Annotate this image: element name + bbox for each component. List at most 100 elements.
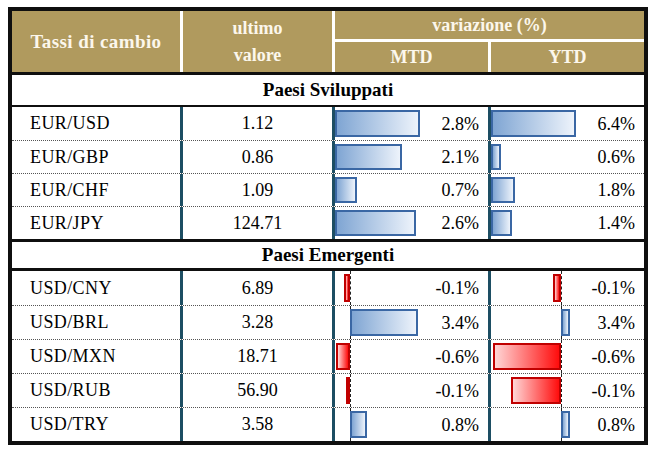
- header-last-value-line2: valore: [234, 42, 282, 69]
- mtd-value: -0.6%: [436, 346, 480, 367]
- ytd-value: 0.8%: [598, 414, 636, 435]
- mtd-data-bar: [350, 309, 418, 336]
- ytd-cell: 0.8%: [491, 408, 644, 441]
- last-value: 1.09: [183, 174, 335, 206]
- bar-axis-line: [350, 340, 351, 373]
- table-row: EUR/USD 1.12 2.8% 6.4%: [12, 107, 644, 140]
- mtd-cell: 0.8%: [335, 408, 491, 441]
- table-row: EUR/GBP 0.86 2.1% 0.6%: [12, 140, 644, 173]
- ytd-value: -0.6%: [592, 346, 636, 367]
- mtd-cell: -0.6%: [335, 340, 491, 373]
- ytd-data-bar: [491, 144, 501, 170]
- ytd-data-bar: [561, 309, 570, 336]
- mtd-value: 0.7%: [442, 180, 480, 201]
- ytd-value: 3.4%: [598, 312, 636, 333]
- last-value: 1.12: [183, 107, 335, 140]
- ytd-value: 1.4%: [598, 213, 636, 234]
- mtd-cell: -0.1%: [335, 271, 491, 305]
- currency-pair: USD/CNY: [12, 271, 183, 305]
- table-header: Tassi di cambio ultimo valore variazione…: [12, 11, 644, 75]
- last-value: 3.58: [183, 408, 335, 441]
- currency-pair: USD/MXN: [12, 340, 183, 373]
- currency-pair: USD/BRL: [12, 306, 183, 339]
- last-value: 18.71: [183, 340, 335, 373]
- ytd-data-bar: [491, 177, 515, 203]
- header-last-value-line1: ultimo: [232, 15, 282, 42]
- bar-axis-line: [561, 340, 562, 373]
- mtd-cell: 0.7%: [335, 174, 491, 206]
- ytd-cell: -0.6%: [491, 340, 644, 373]
- ytd-value: -0.1%: [592, 278, 636, 299]
- ytd-cell: 1.8%: [491, 174, 644, 206]
- ytd-cell: 0.6%: [491, 141, 644, 173]
- header-variation-group: variazione (%) MTD YTD: [335, 11, 644, 72]
- ytd-value: 0.6%: [598, 147, 636, 168]
- bar-axis-line: [561, 374, 562, 407]
- mtd-data-bar: [335, 110, 420, 137]
- ytd-data-bar: [511, 377, 561, 404]
- mtd-cell: -0.1%: [335, 374, 491, 407]
- mtd-cell: 2.1%: [335, 141, 491, 173]
- last-value: 56.90: [183, 374, 335, 407]
- table-row: USD/RUB 56.90 -0.1% -0.1%: [12, 373, 644, 407]
- last-value: 124.71: [183, 207, 335, 239]
- bar-axis-line: [350, 271, 351, 305]
- table-row: USD/MXN 18.71 -0.6% -0.6%: [12, 339, 644, 373]
- mtd-value: 3.4%: [442, 312, 480, 333]
- ytd-data-bar: [561, 411, 570, 438]
- header-variation-sub: MTD YTD: [335, 42, 644, 72]
- last-value: 3.28: [183, 306, 335, 339]
- ytd-cell: -0.1%: [491, 374, 644, 407]
- table-row: USD/CNY 6.89 -0.1% -0.1%: [12, 271, 644, 305]
- section-header-developed: Paesi Sviluppati: [12, 75, 644, 107]
- currency-pair: EUR/CHF: [12, 174, 183, 206]
- currency-pair: EUR/USD: [12, 107, 183, 140]
- header-variation: variazione (%): [335, 11, 644, 42]
- mtd-data-bar: [344, 274, 350, 302]
- mtd-value: 2.6%: [442, 213, 480, 234]
- ytd-cell: 1.4%: [491, 207, 644, 239]
- mtd-data-bar: [350, 411, 367, 438]
- exchange-rates-table: Tassi di cambio ultimo valore variazione…: [8, 7, 648, 445]
- header-last-value: ultimo valore: [183, 11, 335, 72]
- mtd-data-bar: [346, 377, 350, 404]
- currency-pair: USD/RUB: [12, 374, 183, 407]
- bar-axis-line: [350, 374, 351, 407]
- mtd-value: -0.1%: [436, 380, 480, 401]
- mtd-data-bar: [335, 210, 416, 236]
- ytd-data-bar: [491, 210, 512, 236]
- ytd-value: 6.4%: [598, 113, 636, 134]
- table-row: EUR/CHF 1.09 0.7% 1.8%: [12, 173, 644, 206]
- mtd-value: 2.8%: [442, 113, 480, 134]
- bar-axis-line: [561, 271, 562, 305]
- table-row: USD/BRL 3.28 3.4% 3.4%: [12, 305, 644, 339]
- mtd-data-bar: [335, 177, 357, 203]
- ytd-cell: 6.4%: [491, 107, 644, 140]
- ytd-cell: 3.4%: [491, 306, 644, 339]
- currency-pair: EUR/JPY: [12, 207, 183, 239]
- ytd-data-bar: [553, 274, 561, 302]
- header-ytd: YTD: [491, 42, 644, 72]
- mtd-data-bar: [336, 343, 350, 370]
- ytd-data-bar: [493, 343, 561, 370]
- last-value: 0.86: [183, 141, 335, 173]
- mtd-value: 2.1%: [442, 147, 480, 168]
- mtd-cell: 2.8%: [335, 107, 491, 140]
- table-row: USD/TRY 3.58 0.8% 0.8%: [12, 407, 644, 441]
- header-title: Tassi di cambio: [12, 11, 183, 72]
- currency-pair: USD/TRY: [12, 408, 183, 441]
- ytd-value: 1.8%: [598, 180, 636, 201]
- header-mtd: MTD: [335, 42, 491, 72]
- mtd-value: 0.8%: [442, 414, 480, 435]
- ytd-value: -0.1%: [592, 380, 636, 401]
- table-row: EUR/JPY 124.71 2.6% 1.4%: [12, 206, 644, 239]
- mtd-cell: 2.6%: [335, 207, 491, 239]
- mtd-value: -0.1%: [436, 278, 480, 299]
- currency-pair: EUR/GBP: [12, 141, 183, 173]
- ytd-data-bar: [491, 110, 576, 137]
- section-header-emerging: Paesi Emergenti: [12, 239, 644, 271]
- mtd-cell: 3.4%: [335, 306, 491, 339]
- last-value: 6.89: [183, 271, 335, 305]
- ytd-cell: -0.1%: [491, 271, 644, 305]
- mtd-data-bar: [335, 144, 402, 170]
